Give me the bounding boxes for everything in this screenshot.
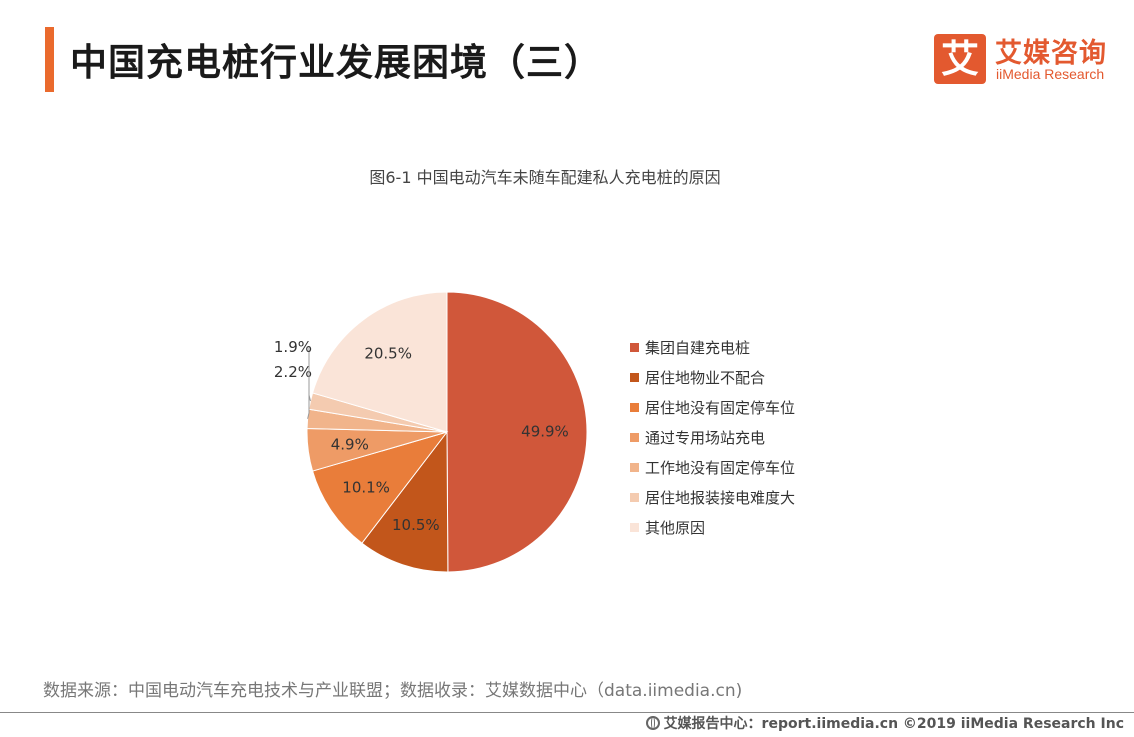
pie-slice xyxy=(446,291,588,573)
legend-item: 居住地报装接电难度大 xyxy=(630,482,795,512)
logo-mark: 艾 xyxy=(934,34,986,84)
logo-text-cn: 艾媒咨询 xyxy=(995,38,1107,69)
slice-label: 4.9% xyxy=(331,436,369,454)
legend-item: 工作地没有固定停车位 xyxy=(630,452,795,482)
page-title: 中国充电桩行业发展困境（三） xyxy=(70,41,602,84)
brand-logo: 艾 艾媒咨询 iiMedia Research xyxy=(934,34,1119,86)
chart-legend: 集团自建充电桩 居住地物业不配合居住地没有固定停车位 通过专用场站充电工作地没有固定… xyxy=(630,332,795,542)
logo-text-en: iiMedia Research xyxy=(996,66,1105,82)
legend-swatch xyxy=(630,402,639,412)
legend-item: 通过专用场站充电 xyxy=(630,422,795,452)
legend-swatch xyxy=(630,342,639,352)
footer: 艾媒报告中心：report.iimedia.cn ©2019 iiMedia R… xyxy=(645,713,1124,733)
legend-swatch xyxy=(630,522,639,532)
chart-title: 图6-1 中国电动汽车未随车配建私人充电桩的原因 xyxy=(369,168,721,187)
legend-label: 居住地没有固定停车位 xyxy=(645,398,796,417)
footer-divider xyxy=(0,712,1134,713)
legend-swatch xyxy=(630,462,639,472)
slice-label: 1.9% xyxy=(274,338,312,356)
footer-text: 艾媒报告中心：report.iimedia.cn ©2019 iiMedia R… xyxy=(663,716,1124,732)
title-accent-bar xyxy=(45,27,54,92)
slice-label: 49.9% xyxy=(521,423,569,441)
legend-label: 通过专用场站充电 xyxy=(645,428,766,447)
label-leader-line xyxy=(308,347,311,402)
legend-item: 其他原因 xyxy=(630,512,795,542)
legend-swatch xyxy=(630,372,639,382)
slice-label: 2.2% xyxy=(274,363,312,381)
legend-label: 工作地没有固定停车位 xyxy=(645,458,796,477)
legend-label: 居住地报装接电难度大 xyxy=(645,488,796,507)
legend-item: 集团自建充电桩 xyxy=(630,332,795,362)
pie-slice xyxy=(311,431,449,544)
slice-label: 10.1% xyxy=(342,478,390,496)
legend-label: 其他原因 xyxy=(645,518,706,537)
data-source-note: 数据来源：中国电动汽车充电技术与产业联盟；数据收录：艾媒数据中心（data.ii… xyxy=(43,681,743,701)
legend-item: 居住地物业不配合 xyxy=(630,362,795,392)
pie-slice xyxy=(361,430,449,573)
globe-icon xyxy=(645,716,660,730)
slice-label: 20.5% xyxy=(364,345,412,363)
slice-label: 10.5% xyxy=(392,516,440,534)
legend-label: 居住地物业不配合 xyxy=(645,368,766,387)
legend-item: 居住地没有固定停车位 xyxy=(630,392,795,422)
legend-swatch xyxy=(630,492,639,502)
legend-label: 集团自建充电桩 xyxy=(645,338,751,357)
legend-swatch xyxy=(630,432,639,442)
pie-slice xyxy=(311,291,448,433)
